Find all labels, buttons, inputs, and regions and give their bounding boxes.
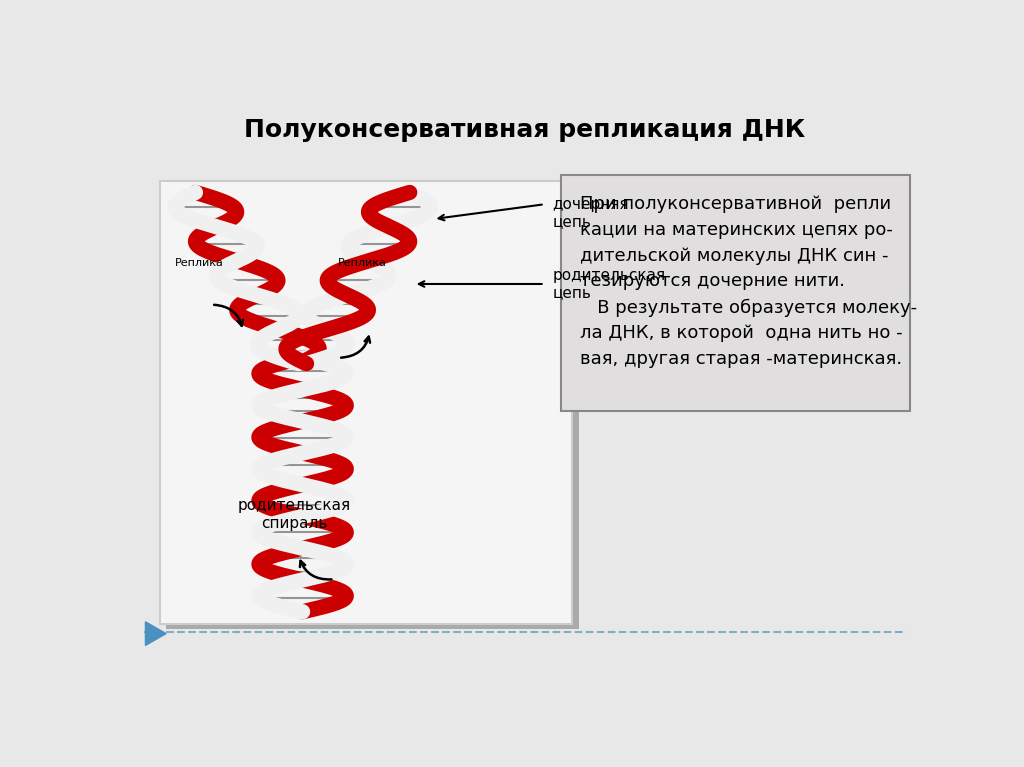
- Text: Реплика: Реплика: [175, 258, 224, 268]
- FancyBboxPatch shape: [560, 175, 909, 411]
- Text: При полуконсервативной  репли
кации на материнских цепях ро-
дительской молекулы: При полуконсервативной репли кации на ма…: [581, 196, 918, 368]
- FancyBboxPatch shape: [160, 181, 572, 624]
- Text: Полуконсервативная репликация ДНК: Полуконсервативная репликация ДНК: [244, 118, 806, 143]
- Text: родительская
цепь: родительская цепь: [553, 268, 666, 300]
- Text: Реплика: Реплика: [338, 258, 386, 268]
- Text: родительская
спираль: родительская спираль: [239, 498, 351, 531]
- Polygon shape: [145, 622, 166, 645]
- FancyBboxPatch shape: [166, 186, 579, 630]
- Text: дочерняя
цепь: дочерняя цепь: [553, 197, 629, 229]
